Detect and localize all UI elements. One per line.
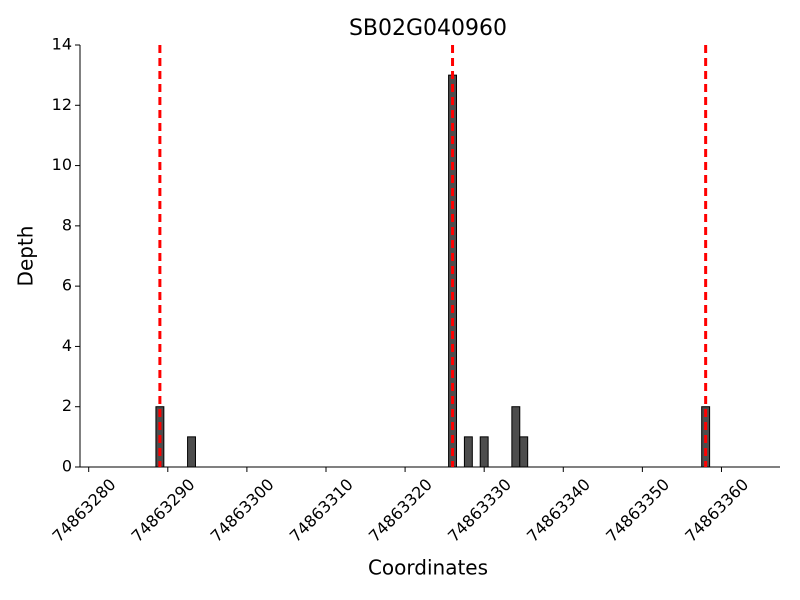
y-tick-label: 12 bbox=[52, 95, 72, 114]
y-axis-label: Depth bbox=[14, 226, 38, 287]
chart-title: SB02G040960 bbox=[349, 16, 507, 41]
bar bbox=[463, 436, 473, 468]
y-tick-label: 8 bbox=[62, 215, 72, 234]
y-tick-label: 10 bbox=[52, 155, 72, 174]
bar bbox=[511, 406, 521, 468]
y-tick-label: 4 bbox=[62, 336, 72, 355]
bar bbox=[519, 436, 529, 468]
bar bbox=[479, 436, 489, 468]
y-tick-label: 2 bbox=[62, 396, 72, 415]
y-tick-label: 0 bbox=[62, 457, 72, 476]
bar bbox=[187, 436, 196, 468]
y-tick-label: 6 bbox=[62, 276, 72, 295]
x-axis-label: Coordinates bbox=[368, 556, 488, 580]
y-tick-label: 14 bbox=[52, 35, 72, 54]
